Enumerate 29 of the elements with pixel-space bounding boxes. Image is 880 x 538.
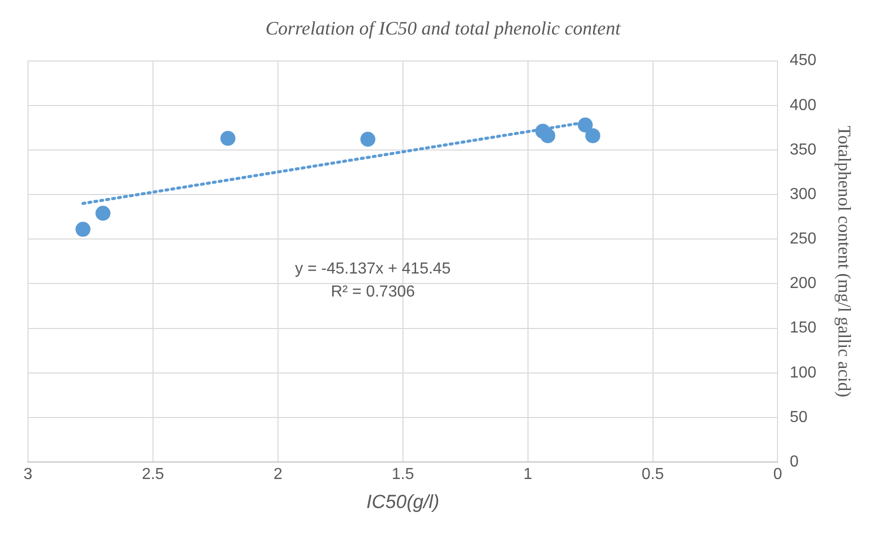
x-tick-label: 1.5 [392,466,414,484]
y-tick-label: 50 [790,408,808,426]
x-tick-label: 0 [773,466,782,484]
annotation: R² = 0.7306 [330,283,415,300]
x-tick-label: 1 [523,466,532,484]
annotation: y = -45.137x + 415.45 [295,260,451,278]
y-tick-label: 0 [790,453,799,470]
x-axis-title: IC50(g/l) [366,492,440,513]
y-tick-label: 300 [790,186,816,203]
x-tick-label: 0.5 [642,466,664,484]
y-tick-label: 250 [790,230,816,248]
y-tick-label: 450 [790,52,816,70]
point [540,128,556,144]
point [578,117,593,132]
y-tick-label: 350 [790,141,816,158]
point [75,222,90,237]
y-axis-title: Totalphenol content (mg/l gallic acid) [834,126,854,398]
point [220,130,236,146]
x-tick-label: 3 [24,466,33,484]
y-tick-label: 400 [790,96,816,114]
point [95,206,110,221]
point [360,132,376,147]
x-tick-label: 2 [273,466,282,484]
y-tick-label: 150 [790,320,816,337]
x-tick-label: 2.5 [142,466,164,484]
point [585,128,600,144]
y-tick-label: 100 [790,364,816,382]
chart-title: Correlation of IC50 and total phenolic content [266,18,622,40]
y-tick-label: 200 [790,275,816,292]
